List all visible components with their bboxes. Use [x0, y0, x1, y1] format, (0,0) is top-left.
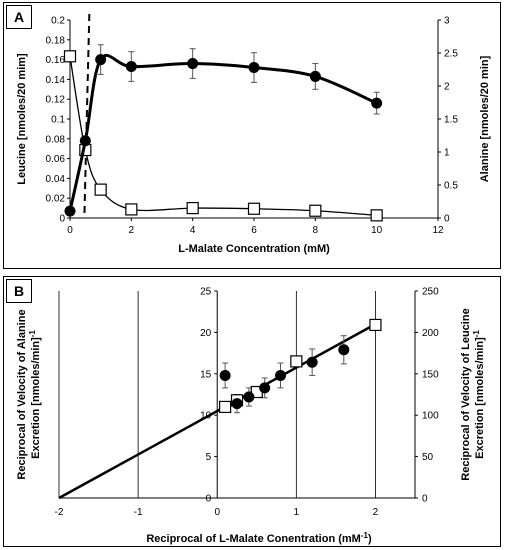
a-xtick-label: 2: [129, 225, 135, 236]
b-y-axis-right-title: Reciprocal of Velocity of Leucine Excreti…: [460, 308, 486, 480]
a-circle-marker: [79, 135, 91, 147]
b-ytick-right-label: 100: [422, 411, 439, 422]
a-ytick-left-label: 0.06: [46, 154, 66, 165]
chart-b-svg: 0510152025050100150200250-2-1012Reciproc…: [16, 287, 486, 546]
panel-a: A 0 0.02 0.04 0.06 0.08 0.1 0.12 0.14 0.16 0.18 0.…: [3, 2, 501, 269]
a-square-marker: [125, 203, 138, 216]
b-circle-marker: [306, 356, 318, 368]
b-ytick-left-label: 0: [206, 494, 212, 505]
a-ytick-left-label: 0: [59, 214, 65, 225]
a-square-marker: [63, 50, 77, 63]
a-ytick-right-label: 3: [444, 16, 450, 27]
a-series-squares-line: [69, 56, 377, 217]
b-square-marker: [219, 400, 232, 414]
a-square-marker: [186, 202, 199, 215]
a-circle-marker: [64, 205, 76, 217]
a-series-circles-line: [68, 53, 378, 212]
b-circle-marker: [231, 398, 243, 410]
a-square-marker: [309, 204, 322, 217]
a-circle-marker: [309, 70, 321, 82]
a-ytick-left-label: 0.18: [46, 35, 66, 46]
b-xtick-label: 0: [214, 507, 220, 518]
a-square-marker: [370, 209, 383, 222]
b-circle-marker: [243, 391, 255, 403]
a-xtick-label: 12: [432, 225, 444, 236]
a-xtick-label: 6: [251, 225, 257, 236]
b-circle-marker: [219, 369, 231, 381]
a-ytick-right-label: 1: [444, 148, 450, 159]
a-ytick-left-label: 0.08: [46, 134, 66, 145]
a-square-marker: [247, 202, 261, 215]
b-xtick-label: -1: [134, 507, 143, 518]
a-ytick-left-label: 0.2: [51, 16, 65, 27]
a-xtick-label: 10: [371, 225, 383, 236]
b-fit-line: [58, 323, 377, 500]
chart-a-svg: 0 0.02 0.04 0.06 0.08 0.1 0.12 0.14 0.16 0.18 0.2 0…: [16, 13, 491, 255]
a-ytick-right-label: 2: [444, 82, 450, 93]
a-x-axis-title: L-Malate Concentration (mM): [178, 243, 330, 255]
a-circle-marker: [187, 58, 199, 70]
b-ytick-right-label: 50: [422, 452, 434, 463]
a-y-axis-left-title: Leucine [nmoles/20 mim]: [16, 53, 28, 185]
b-ytick-right-label: 0: [422, 494, 428, 505]
a-xtick-label: 8: [313, 225, 319, 236]
b-xtick-label: -2: [55, 507, 64, 518]
b-ytick-left-label: 25: [200, 287, 212, 298]
b-ytick-right-label: 200: [422, 328, 439, 339]
b-x-axis-title: Reciprocal of L-Malate Conentration (mM-…: [146, 531, 372, 545]
a-ytick-right-label: 0.5: [444, 181, 458, 192]
b-xtick-label: 1: [294, 507, 300, 518]
a-ytick-right-label: 2.5: [444, 49, 458, 60]
a-ytick-right-label: 1.5: [444, 115, 458, 126]
a-y-axis-right-title: Alanine [nmoles/20 min]: [479, 55, 491, 182]
a-ytick-left-label: 0.12: [46, 95, 66, 106]
b-ytick-right-label: 150: [422, 369, 439, 380]
b-square-marker: [369, 318, 382, 332]
a-ytick-left-label: 0.04: [46, 174, 66, 185]
a-circle-marker: [125, 61, 137, 73]
a-dashed-vline: [83, 13, 91, 219]
a-circle-marker: [95, 54, 107, 66]
b-y-axis-left-title: Reciprocal of Velocity of Alanine Excreti…: [16, 309, 42, 479]
a-ytick-left-label: 0.02: [46, 194, 66, 205]
a-xtick-label: 0: [67, 225, 73, 236]
a-circle-marker: [248, 62, 260, 74]
b-xtick-label: 2: [373, 507, 379, 518]
b-square-marker: [290, 355, 303, 368]
b-circle-marker: [338, 344, 350, 356]
a-ytick-left-label: 0.16: [46, 55, 66, 66]
b-ytick-left-label: 5: [206, 452, 212, 463]
panel-b-badge: B: [6, 279, 32, 303]
b-ytick-right-label: 250: [422, 287, 439, 298]
b-circle-marker: [259, 382, 271, 394]
a-square-marker: [94, 183, 107, 196]
panel-b: B 0510152025050100150200250-2-1012Recipr…: [3, 276, 501, 547]
b-circle-marker: [275, 369, 287, 381]
b-ytick-left-label: 20: [200, 328, 212, 339]
panel-a-badge: A: [6, 5, 32, 29]
a-ytick-left-label: 0.1: [51, 115, 65, 126]
a-xtick-label: 4: [190, 225, 196, 236]
a-ytick-left-label: 0.14: [46, 75, 66, 86]
a-circle-marker: [371, 97, 383, 109]
a-ytick-right-label: 0: [444, 214, 450, 225]
b-ytick-left-label: 15: [200, 369, 212, 380]
